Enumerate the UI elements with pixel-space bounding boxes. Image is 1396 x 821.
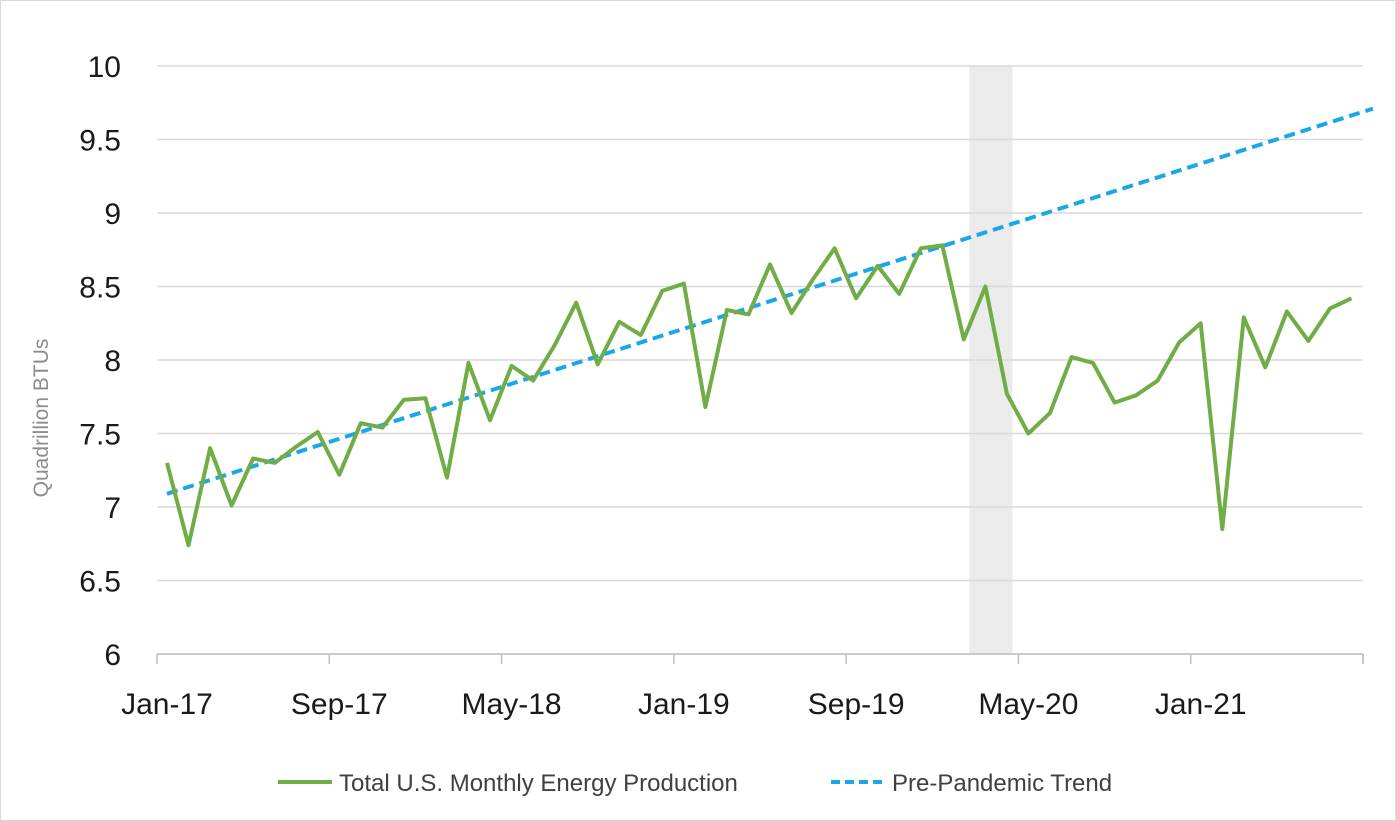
y-tick-label: 9 bbox=[104, 198, 121, 231]
y-tick-label: 6.5 bbox=[79, 566, 121, 599]
y-tick-label: 8.5 bbox=[79, 272, 121, 305]
x-tick-label: Sep-19 bbox=[808, 688, 905, 721]
y-tick-label: 7.5 bbox=[79, 419, 121, 452]
legend: Total U.S. Monthly Energy Production Pre… bbox=[278, 770, 1112, 797]
x-tick-label: Jan-21 bbox=[1155, 688, 1247, 721]
y-tick-label: 10 bbox=[88, 51, 121, 84]
axis-layer: 6 6.5 7 7.5 8 8.5 9 9.5 10 Jan-17 Sep-17 May-18 Jan-… bbox=[79, 51, 1364, 721]
y-tick-label: 7 bbox=[104, 492, 121, 525]
x-tick-label: May-18 bbox=[462, 688, 562, 721]
grid-layer bbox=[157, 65, 1363, 655]
legend-label-production: Total U.S. Monthly Energy Production bbox=[339, 770, 738, 797]
x-tick-label: Jan-17 bbox=[121, 688, 213, 721]
x-tick-label: Sep-17 bbox=[291, 688, 388, 721]
y-tick-label: 6 bbox=[104, 639, 121, 672]
series-line-trend bbox=[166, 106, 1374, 496]
legend-label-trend: Pre-Pandemic Trend bbox=[892, 770, 1112, 797]
y-tick-label: 8 bbox=[104, 345, 121, 378]
y-tick-label: 9.5 bbox=[79, 125, 121, 158]
series-layer bbox=[165, 106, 1374, 548]
x-tick-label: Jan-19 bbox=[638, 688, 730, 721]
x-tick-label: May-20 bbox=[978, 688, 1078, 721]
y-axis-label: Quadrillion BTUs bbox=[30, 339, 53, 498]
series-line-production bbox=[165, 243, 1353, 548]
